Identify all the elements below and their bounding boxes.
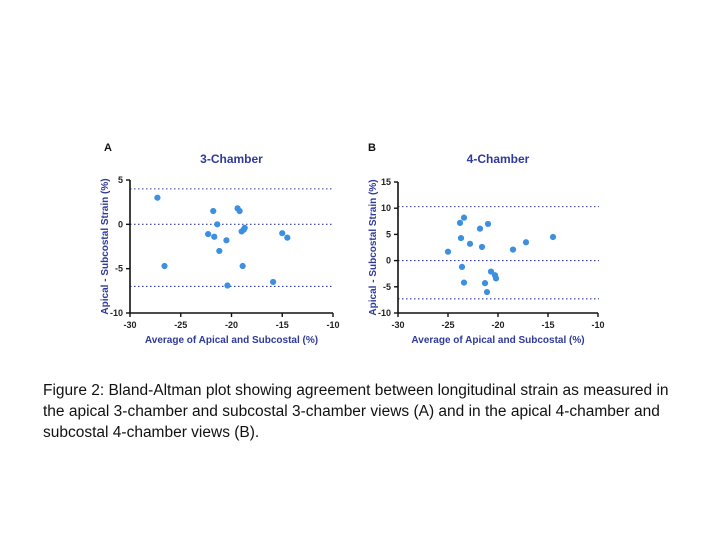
y-tick-label: 10 bbox=[381, 203, 391, 213]
data-point bbox=[460, 279, 468, 286]
data-point bbox=[466, 240, 474, 247]
panel-letter: A bbox=[104, 142, 112, 154]
y-tick-label: -10 bbox=[110, 308, 123, 318]
data-point bbox=[481, 280, 489, 287]
data-point bbox=[478, 243, 486, 251]
y-tick-label: 0 bbox=[386, 256, 391, 266]
data-point bbox=[241, 224, 248, 231]
data-point bbox=[216, 247, 223, 255]
y-tick-label: 15 bbox=[381, 177, 391, 187]
chart-title: 4-Chamber bbox=[467, 152, 530, 166]
y-tick-label: 5 bbox=[386, 229, 391, 239]
x-tick-label: -20 bbox=[491, 320, 504, 330]
data-point bbox=[284, 234, 291, 241]
x-axis-label: Average of Apical and Subcostal (%) bbox=[411, 335, 584, 346]
data-point bbox=[457, 234, 465, 242]
data-point bbox=[161, 262, 168, 270]
y-tick-label: -5 bbox=[115, 264, 123, 274]
data-point bbox=[549, 233, 557, 241]
data-point bbox=[509, 246, 517, 253]
panel-letter: B bbox=[368, 142, 376, 154]
data-point bbox=[210, 207, 217, 215]
x-tick-label: -30 bbox=[391, 320, 404, 330]
x-tick-label: -30 bbox=[123, 320, 136, 330]
data-point bbox=[487, 268, 495, 275]
y-tick-label: 0 bbox=[118, 219, 123, 229]
data-point bbox=[522, 239, 530, 246]
y-tick-label: 5 bbox=[118, 175, 123, 185]
data-point bbox=[484, 220, 492, 228]
data-point bbox=[456, 219, 464, 226]
data-point bbox=[476, 225, 484, 232]
data-point bbox=[444, 248, 452, 255]
x-tick-label: -20 bbox=[225, 320, 238, 330]
data-point bbox=[205, 230, 212, 238]
data-point bbox=[239, 262, 246, 270]
data-point bbox=[224, 282, 231, 289]
data-point bbox=[460, 214, 468, 221]
data-point bbox=[236, 207, 243, 215]
panel-b-chart: B 4-Chamber -10 -5 0 5 10 15 -30 -25 -20 -15 -10 Aver… bbox=[368, 142, 605, 346]
data-point bbox=[223, 237, 230, 244]
x-tick-label: -15 bbox=[276, 320, 289, 330]
y-axis-label: Apical - Subcostal Strain (%) bbox=[368, 179, 379, 315]
y-tick-label: -10 bbox=[378, 308, 391, 318]
x-tick-label: -25 bbox=[174, 320, 187, 330]
data-point bbox=[458, 263, 466, 270]
y-tick-label: -5 bbox=[383, 282, 391, 292]
data-point bbox=[154, 194, 161, 201]
data-point bbox=[211, 233, 218, 240]
chart-title: 3-Chamber bbox=[200, 152, 263, 166]
panel-a-chart: A 3-Chamber -10 -5 0 5 -30 -25 -20 -15 -10 Average … bbox=[100, 142, 340, 346]
figure-caption: Figure 2: Bland-Altman plot showing agre… bbox=[43, 382, 669, 441]
x-tick-label: -10 bbox=[591, 320, 604, 330]
y-axis-label: Apical - Subcostal Strain (%) bbox=[100, 178, 111, 314]
x-tick-label: -15 bbox=[541, 320, 554, 330]
x-tick-label: -25 bbox=[441, 320, 454, 330]
x-tick-label: -10 bbox=[326, 320, 339, 330]
data-point bbox=[492, 275, 500, 282]
data-point bbox=[270, 278, 277, 286]
data-point bbox=[483, 288, 491, 296]
x-axis-label: Average of Apical and Subcostal (%) bbox=[145, 335, 318, 346]
data-point bbox=[279, 230, 286, 237]
data-point bbox=[214, 221, 221, 228]
